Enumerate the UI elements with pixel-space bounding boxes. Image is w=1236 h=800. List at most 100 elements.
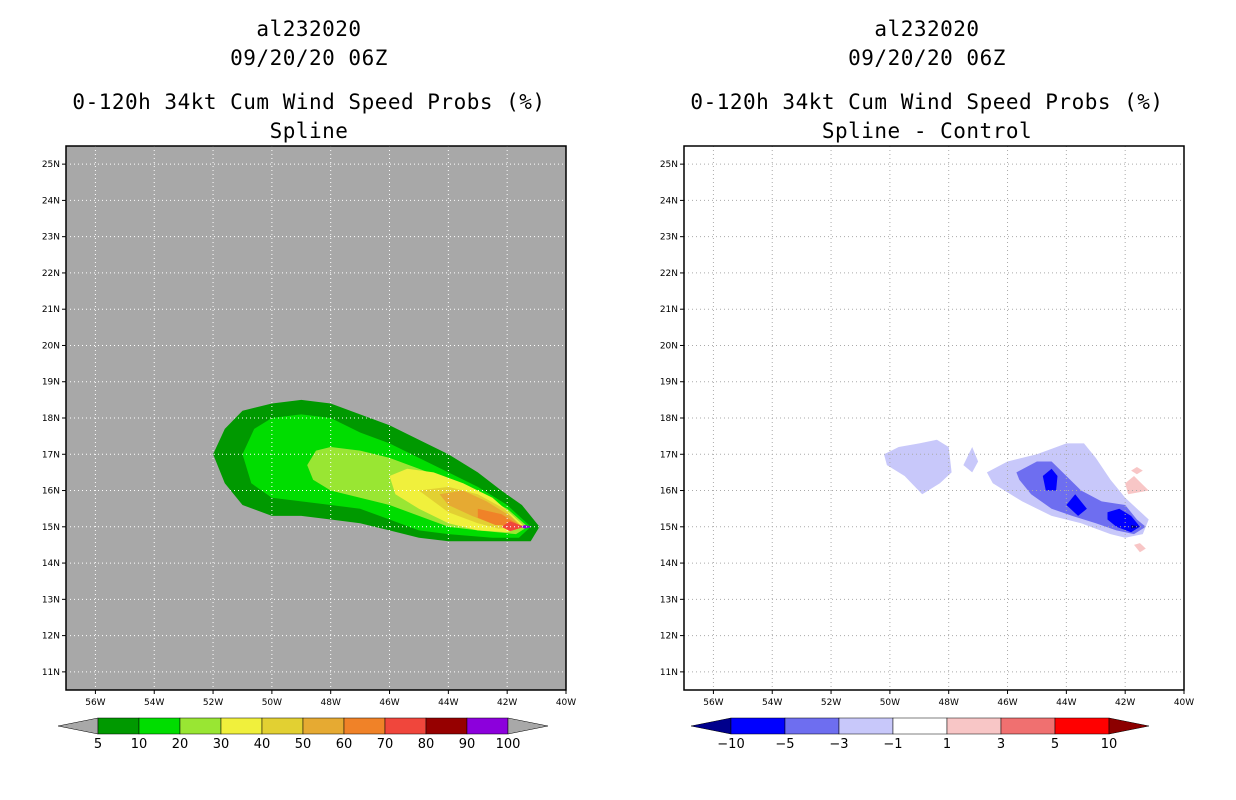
colorbar-segment bbox=[384, 717, 427, 735]
colorbar-label: 5 bbox=[1051, 737, 1059, 752]
contour-region-neg1 bbox=[884, 439, 952, 495]
colorbar-label: −5 bbox=[775, 737, 794, 752]
y-tick-label: 11N bbox=[42, 668, 60, 678]
colorbar-label: 10 bbox=[131, 737, 148, 752]
y-tick-label: 19N bbox=[660, 378, 678, 388]
colorbar-label: 50 bbox=[295, 737, 312, 752]
right-station-id: al232020 bbox=[874, 17, 980, 41]
x-tick-label: 48W bbox=[321, 698, 341, 708]
y-tick-label: 16N bbox=[660, 487, 678, 497]
colorbar-label: −1 bbox=[883, 737, 902, 752]
colorbar-segment bbox=[784, 717, 840, 735]
x-tick-label: 44W bbox=[1056, 698, 1076, 708]
x-tick-label: 46W bbox=[997, 698, 1017, 708]
y-tick-label: 20N bbox=[42, 341, 60, 351]
left-chart-subtitle: Spline bbox=[269, 119, 349, 143]
y-tick-label: 11N bbox=[660, 668, 678, 678]
y-tick-label: 17N bbox=[660, 450, 678, 460]
colorbar-segment bbox=[1054, 717, 1110, 735]
colorbar-left-triangle bbox=[690, 717, 732, 735]
colorbar-segment bbox=[1000, 717, 1056, 735]
y-tick-label: 18N bbox=[660, 414, 678, 424]
colorbar-right-triangle bbox=[507, 717, 549, 735]
colorbar-segment bbox=[425, 717, 468, 735]
colorbar-segment bbox=[302, 717, 345, 735]
contour-region-neg10 bbox=[1131, 525, 1140, 529]
y-tick-label: 20N bbox=[660, 341, 678, 351]
y-tick-label: 18N bbox=[42, 414, 60, 424]
left-station-id: al232020 bbox=[256, 17, 362, 41]
colorbar-segment bbox=[261, 717, 304, 735]
y-tick-label: 23N bbox=[660, 233, 678, 243]
colorbar-label: 5 bbox=[94, 737, 102, 752]
colorbar-segment bbox=[220, 717, 263, 735]
y-tick-label: 14N bbox=[660, 559, 678, 569]
left-map-chart: 25N 24N 23N 22N 21N 20N 19N 18N 17N 16N 15N 14N 13N 1… bbox=[42, 145, 576, 752]
y-tick-label: 24N bbox=[660, 196, 678, 206]
right-map-chart: 25N 24N 23N 22N 21N 20N 19N 18N 17N 16N 15N 14N 13N 1… bbox=[660, 145, 1194, 752]
colorbar-segment bbox=[946, 717, 1002, 735]
colorbar-segment bbox=[138, 717, 181, 735]
y-tick-label: 25N bbox=[42, 160, 60, 170]
x-tick-label: 52W bbox=[821, 698, 841, 708]
x-tick-label: 42W bbox=[497, 698, 517, 708]
colorbar-label: 60 bbox=[336, 737, 353, 752]
x-tick-label: 40W bbox=[1174, 698, 1194, 708]
colorbar-segment bbox=[730, 717, 786, 735]
colorbar-label: −10 bbox=[717, 737, 744, 752]
colorbar-segment bbox=[343, 717, 386, 735]
y-tick-label: 19N bbox=[42, 378, 60, 388]
colorbar-label: 3 bbox=[997, 737, 1005, 752]
right-panel: al232020 09/20/20 06Z 0-120h 34kt Cum Wi… bbox=[618, 0, 1236, 800]
colorbar-label: 1 bbox=[943, 737, 951, 752]
y-tick-label: 15N bbox=[660, 523, 678, 533]
y-tick-label: 21N bbox=[42, 305, 60, 315]
y-tick-label: 17N bbox=[42, 450, 60, 460]
x-tick-label: 40W bbox=[556, 698, 576, 708]
y-tick-label: 13N bbox=[42, 595, 60, 605]
left-datetime: 09/20/20 06Z bbox=[230, 46, 388, 70]
colorbar-label: 100 bbox=[496, 737, 521, 752]
y-tick-label: 12N bbox=[42, 632, 60, 642]
right-chart-subtitle: Spline - Control bbox=[821, 119, 1033, 143]
contour-region-70 bbox=[501, 521, 525, 532]
y-tick-label: 25N bbox=[660, 160, 678, 170]
x-tick-label: 50W bbox=[262, 698, 282, 708]
colorbar-segment bbox=[179, 717, 222, 735]
colorbar-label: 30 bbox=[213, 737, 230, 752]
colorbar-right-triangle bbox=[1108, 717, 1150, 735]
colorbar-segment bbox=[466, 717, 509, 735]
left-panel: al232020 09/20/20 06Z 0-120h 34kt Cum Wi… bbox=[42, 17, 576, 752]
colorbar-label: 90 bbox=[459, 737, 476, 752]
y-tick-label: 23N bbox=[42, 233, 60, 243]
colorbar-left-triangle bbox=[57, 717, 99, 735]
colorbar-segment bbox=[892, 717, 948, 735]
contour-region-60 bbox=[477, 508, 519, 525]
colorbar-segment bbox=[97, 717, 140, 735]
contour-region-neg1 bbox=[963, 447, 979, 473]
right-datetime: 09/20/20 06Z bbox=[848, 46, 1006, 70]
colorbar-label: −3 bbox=[829, 737, 848, 752]
colorbar-label: 10 bbox=[1101, 737, 1118, 752]
x-tick-label: 44W bbox=[438, 698, 458, 708]
y-tick-label: 12N bbox=[660, 632, 678, 642]
x-tick-label: 50W bbox=[880, 698, 900, 708]
y-tick-label: 16N bbox=[42, 487, 60, 497]
x-tick-label: 54W bbox=[762, 698, 782, 708]
y-tick-label: 21N bbox=[660, 305, 678, 315]
x-tick-label: 48W bbox=[939, 698, 959, 708]
y-tick-label: 22N bbox=[660, 269, 678, 279]
colorbar-label: 40 bbox=[254, 737, 271, 752]
contour-region-neg5 bbox=[1042, 468, 1058, 491]
contour-region-1 bbox=[1125, 476, 1149, 495]
x-tick-label: 42W bbox=[1115, 698, 1135, 708]
x-tick-label: 46W bbox=[379, 698, 399, 708]
y-tick-label: 22N bbox=[42, 269, 60, 279]
y-tick-label: 24N bbox=[42, 196, 60, 206]
colorbar-label: 20 bbox=[172, 737, 189, 752]
y-tick-label: 15N bbox=[42, 523, 60, 533]
right-chart-title: 0-120h 34kt Cum Wind Speed Probs (%) bbox=[690, 90, 1164, 114]
x-tick-label: 56W bbox=[85, 698, 105, 708]
y-tick-label: 14N bbox=[42, 559, 60, 569]
colorbar-label: 70 bbox=[377, 737, 394, 752]
